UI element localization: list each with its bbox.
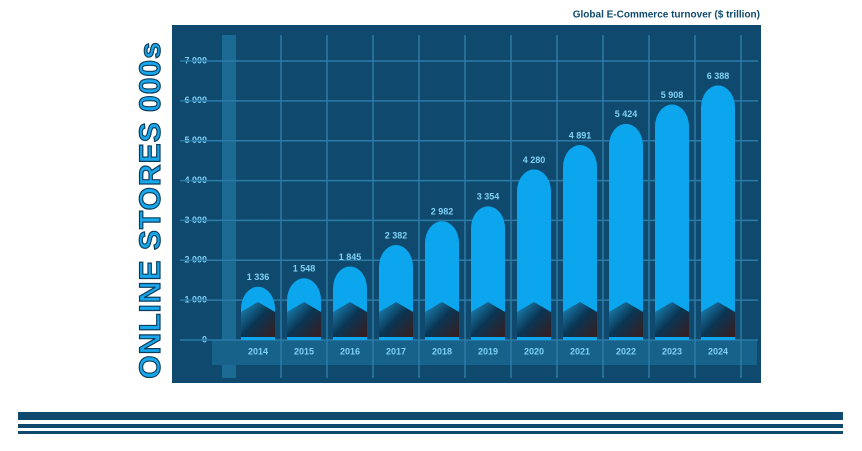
x-tick-label: 2024 [708,346,728,356]
bar-base [425,302,459,337]
value-label: 5 908 [661,90,684,100]
x-tick-label: 2022 [616,346,636,356]
bar [563,145,597,340]
bar-base [241,302,275,337]
x-tick-label: 2021 [570,346,590,356]
value-label: 3 354 [477,192,500,202]
value-label: 4 280 [523,155,546,165]
value-label: 1 548 [293,264,316,274]
bar [517,169,551,340]
x-tick-label: 2020 [524,346,544,356]
value-label: 1 336 [247,272,270,282]
bar [701,85,735,340]
bar-base [609,302,643,337]
bar-base [287,302,321,337]
x-tick-label: 2018 [432,346,452,356]
bar [609,123,643,340]
value-label: 5 424 [615,109,638,119]
value-label: 4 891 [569,130,592,140]
bar-base [563,302,597,337]
footer-bar [18,412,843,420]
footer-bar [18,424,843,428]
footer-bar [18,431,843,434]
y-axis-label: ONLINE STORES 000s [134,41,167,379]
value-label: 1 845 [339,252,362,262]
bar [655,104,689,340]
category-band [212,340,757,365]
bar [471,206,505,340]
axis-band [222,35,236,378]
bar-base [471,302,505,337]
chart-title: Global E-Commerce turnover ($ trillion) [573,10,760,21]
x-tick-label: 2023 [662,346,682,356]
bar-base [333,302,367,337]
x-tick-label: 2015 [294,346,314,356]
value-label: 2 382 [385,230,408,240]
x-tick-label: 2016 [340,346,360,356]
bar-base [517,302,551,337]
value-label: 2 982 [431,207,454,217]
x-tick-label: 2019 [478,346,498,356]
footer-decoration [18,412,843,434]
bar-base [701,302,735,337]
bar-base [379,302,413,337]
value-label: 6 388 [707,71,730,81]
bar-base [655,302,689,337]
x-tick-label: 2014 [248,346,268,356]
x-tick-label: 2017 [386,346,406,356]
